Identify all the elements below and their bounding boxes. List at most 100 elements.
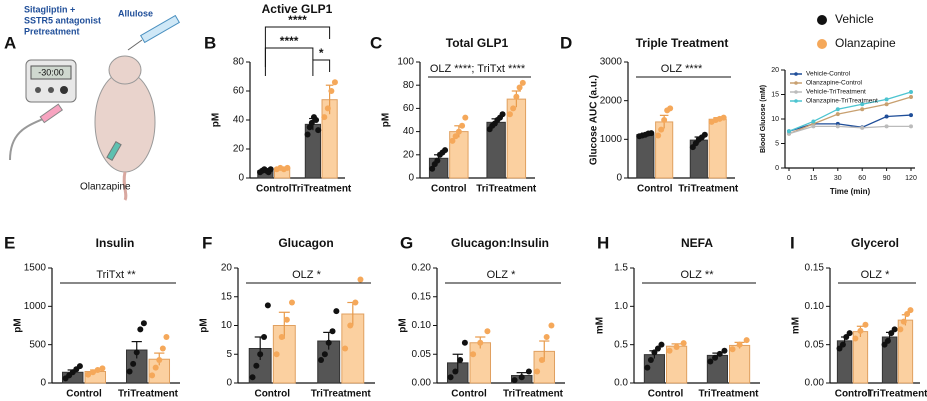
line-point <box>884 102 889 107</box>
pretreat-2: SSTR5 antagonist <box>24 15 101 25</box>
legend-dot <box>817 15 827 25</box>
line-point <box>884 114 889 119</box>
y-tick-label: 10 <box>221 320 233 331</box>
y-tick-label: 1.0 <box>614 301 628 312</box>
data-point <box>852 335 859 342</box>
panel-label: F <box>202 233 212 252</box>
significance-bracket <box>312 59 331 76</box>
data-point <box>452 368 459 375</box>
data-point <box>159 345 166 352</box>
y-tick-label: 0 <box>616 173 622 184</box>
data-point <box>543 334 550 340</box>
y-axis-label: Blood Glucose (mM) <box>760 85 767 153</box>
data-point <box>518 374 525 381</box>
data-point <box>288 299 295 306</box>
timer-text: -30:00 <box>38 67 64 77</box>
timer-button <box>60 86 68 94</box>
data-point <box>325 339 332 346</box>
y-tick-label: 0.15 <box>412 291 432 302</box>
data-point <box>648 130 655 137</box>
data-point <box>721 347 728 354</box>
significance-label: **** <box>280 34 299 48</box>
data-point <box>459 122 466 129</box>
bar <box>636 134 655 179</box>
x-tick-label: TriTreatment <box>291 184 352 195</box>
data-point <box>447 374 454 381</box>
y-tick-label: 5 <box>775 140 779 147</box>
data-point <box>654 345 661 352</box>
data-point <box>329 328 336 335</box>
data-point <box>897 326 904 333</box>
data-point <box>315 127 322 134</box>
y-tick-label: 0 <box>238 173 244 184</box>
data-point <box>658 126 665 133</box>
data-point <box>324 105 331 112</box>
x-tick-label: Control <box>254 389 290 400</box>
timer-button <box>35 87 41 93</box>
panel-label: H <box>597 233 609 252</box>
x-tick-label: TriTreatment <box>867 389 927 400</box>
y-axis-label: pM <box>381 113 392 127</box>
chart-title: Glucagon:Insulin <box>451 236 549 250</box>
data-point <box>846 330 853 337</box>
y-tick-label: 0.10 <box>805 301 825 312</box>
data-point <box>707 358 714 365</box>
bar <box>469 342 492 384</box>
pretreat-1: Sitagliptin + <box>24 4 75 14</box>
data-point <box>94 366 101 373</box>
needle <box>127 39 143 51</box>
bar <box>708 118 727 179</box>
panel-label: I <box>790 233 795 252</box>
allulose-label: Allulose <box>118 8 153 18</box>
data-point <box>149 372 156 379</box>
legend-label: Vehicle <box>835 12 874 26</box>
data-point <box>673 343 680 350</box>
y-tick-label: 0 <box>408 173 414 184</box>
y-tick-label: 0 <box>226 378 232 389</box>
significance-label: OLZ * <box>292 269 321 281</box>
y-tick-label: 1000 <box>24 301 47 312</box>
y-tick-label: 20 <box>233 144 245 155</box>
data-point <box>328 88 335 94</box>
data-point <box>99 365 106 372</box>
y-tick-label: 20 <box>221 263 233 274</box>
chart-title: Total GLP1 <box>446 36 509 50</box>
syringe <box>106 141 122 161</box>
x-tick-label: TriTreatment <box>118 389 179 400</box>
data-point <box>126 368 133 375</box>
y-tick-label: 60 <box>233 86 245 97</box>
mouse-body <box>94 71 156 173</box>
x-tick-label: Control <box>835 389 871 400</box>
data-point <box>137 326 144 333</box>
data-point <box>331 79 338 86</box>
data-point <box>442 147 449 154</box>
data-point <box>267 166 274 173</box>
y-tick-label: 40 <box>233 115 245 126</box>
data-point <box>304 131 311 138</box>
legend-label: Olanzapine <box>835 36 896 50</box>
series-line <box>788 91 912 132</box>
data-point <box>647 357 654 363</box>
line-point <box>860 102 865 107</box>
y-tick-label: 0.5 <box>614 339 628 350</box>
data-point <box>257 351 264 358</box>
panel-label: D <box>560 33 572 52</box>
panel-a: A Sitagliptin + SSTR5 antagonist Pretrea… <box>4 4 181 201</box>
data-point <box>452 133 459 140</box>
data-point <box>519 79 526 86</box>
x-axis-label: Time (min) <box>830 187 871 196</box>
syringe <box>139 14 181 44</box>
data-point <box>308 119 315 126</box>
y-tick-label: 500 <box>29 339 46 350</box>
data-point <box>352 299 359 306</box>
chart-title: Glycerol <box>851 236 899 250</box>
data-point <box>513 93 520 100</box>
data-point <box>261 334 268 340</box>
data-point <box>130 360 137 367</box>
data-point <box>644 364 651 371</box>
x-tick-label: Control <box>648 389 684 400</box>
data-point <box>461 339 468 346</box>
data-point <box>862 321 869 328</box>
y-tick-label: 5 <box>226 349 232 360</box>
line-point <box>835 124 840 129</box>
